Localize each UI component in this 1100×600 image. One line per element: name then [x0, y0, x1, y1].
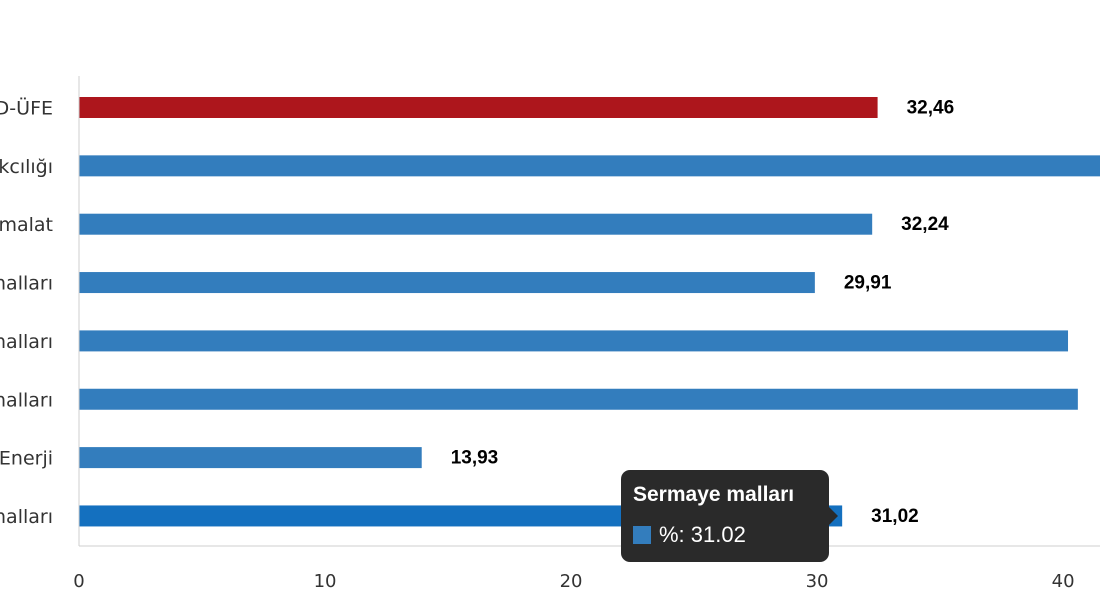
category-labels-group: D-ÜFE kcılığı malat malları malları malları En… [0, 97, 53, 528]
x-tick-label-30: 30 [806, 571, 829, 592]
bar-6[interactable] [79, 388, 1078, 410]
category-label-3: malat [0, 214, 53, 236]
category-label-6: malları [0, 389, 53, 411]
x-tick-label-10: 10 [314, 571, 337, 592]
data-labels-group: 32,46 32,24 29,91 13,93 31,02 [451, 98, 954, 527]
bar-5[interactable] [79, 330, 1069, 352]
x-tick-label-20: 20 [560, 571, 583, 592]
data-label-1: 32,46 [907, 98, 955, 119]
bar-1[interactable] [79, 97, 878, 118]
category-label-2: kcılığı [0, 156, 53, 178]
category-label-5: malları [0, 331, 53, 353]
bar-3[interactable] [79, 213, 873, 235]
data-label-4: 29,91 [844, 273, 892, 294]
tooltip-pointer [829, 507, 838, 525]
tooltip-series-swatch [633, 526, 651, 544]
category-label-8: malları [0, 506, 53, 528]
bar-4[interactable] [79, 272, 815, 294]
bar-2[interactable] [79, 155, 1100, 177]
x-tick-label-40: 40 [1052, 571, 1075, 592]
category-label-1: D-ÜFE [0, 97, 53, 120]
data-label-7: 13,93 [451, 448, 499, 469]
bars-group [79, 97, 1100, 527]
category-label-7: Enerji [0, 448, 53, 470]
data-label-8: 31,02 [871, 506, 919, 527]
tooltip: Sermaye malları %: 31.02 [621, 470, 838, 562]
tooltip-value: %: 31.02 [659, 522, 746, 547]
tooltip-title: Sermaye malları [633, 483, 795, 506]
x-tick-label-0: 0 [73, 571, 84, 592]
data-label-3: 32,24 [901, 214, 949, 235]
category-label-4: malları [0, 273, 53, 295]
bar-7[interactable] [79, 447, 422, 469]
x-axis-ticks-group: 0 10 20 30 40 [73, 571, 1074, 592]
tooltip-row: %: 31.02 [633, 522, 817, 548]
